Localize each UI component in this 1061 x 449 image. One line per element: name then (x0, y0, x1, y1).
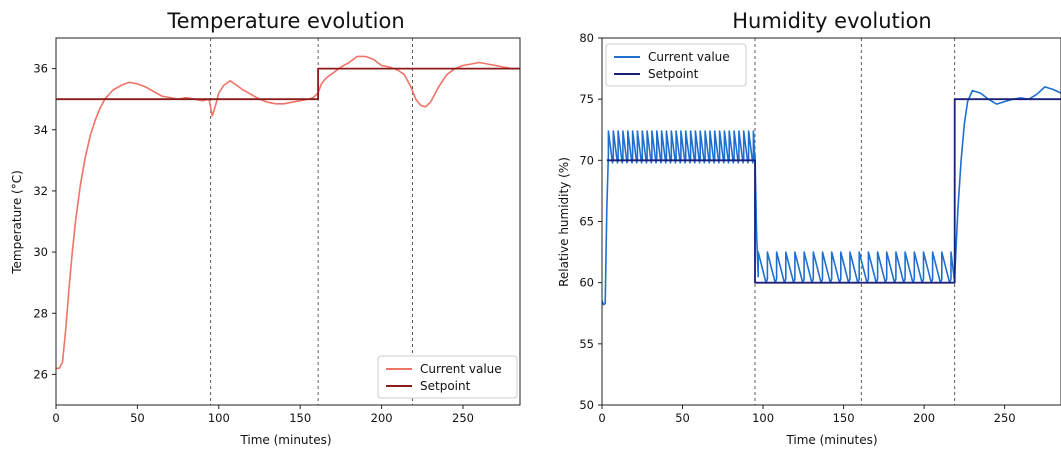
y-tick-label: 36 (33, 62, 48, 76)
y-tick-label: 80 (579, 31, 594, 45)
series-line-setpoint (606, 98, 1061, 284)
y-tick-label: 65 (579, 215, 594, 229)
x-axis-label: Time (minutes) (785, 433, 877, 447)
legend-box (377, 355, 518, 399)
y-axis-label: Temperature (°C) (10, 170, 24, 275)
y-tick-label: 28 (33, 306, 48, 320)
x-tick-label: 100 (208, 411, 230, 425)
legend-box (605, 43, 747, 87)
x-tick-label: 50 (675, 411, 690, 425)
y-tick-label: 60 (579, 276, 594, 290)
y-tick-label: 70 (579, 153, 594, 167)
y-tick-label: 34 (33, 123, 48, 137)
legend: Current value Setpoint (377, 355, 518, 399)
x-tick-label: 250 (452, 411, 474, 425)
y-axis-label: Relative humidity (%) (557, 157, 571, 287)
legend-label-setpoint: Setpoint (648, 67, 699, 81)
chart-title: Temperature evolution (166, 9, 404, 33)
y-tick-label: 30 (33, 245, 48, 259)
temperature-chart: Temperature evolution 0 50 100 150 200 250 26 2… (10, 9, 521, 447)
x-tick-label: 0 (598, 411, 605, 425)
series-line-current-value (56, 55, 520, 370)
y-tick-label: 26 (33, 367, 48, 381)
x-tick-label: 200 (913, 411, 935, 425)
x-axis-label: Time (minutes) (239, 433, 331, 447)
humidity-chart: Humidity evolution 0 50 100 150 200 250 50 55 60… (557, 9, 1061, 447)
humidity-plot-area: 0 50 100 150 200 250 50 55 60 65 70 75 80 (579, 31, 1061, 425)
series-line-current-value (602, 86, 1061, 306)
plot-frame (601, 37, 1061, 406)
series-line-setpoint (56, 67, 520, 101)
chart-title: Humidity evolution (732, 9, 931, 33)
x-tick-label: 150 (833, 411, 855, 425)
legend-label-setpoint: Setpoint (420, 379, 471, 393)
x-tick-label: 50 (130, 411, 145, 425)
plot-frame (55, 37, 521, 406)
x-tick-label: 150 (289, 411, 311, 425)
y-tick-label: 50 (579, 398, 594, 412)
y-tick-label: 55 (579, 337, 594, 351)
x-tick-label: 0 (52, 411, 59, 425)
legend: Current value Setpoint (605, 43, 747, 87)
legend-label-current-value: Current value (648, 50, 730, 64)
temperature-plot-area: 0 50 100 150 200 250 26 28 30 32 34 36 (33, 37, 521, 425)
x-tick-label: 100 (752, 411, 774, 425)
x-tick-label: 250 (994, 411, 1016, 425)
y-tick-label: 32 (33, 184, 48, 198)
x-tick-label: 200 (371, 411, 393, 425)
legend-label-current-value: Current value (420, 362, 502, 376)
y-tick-label: 75 (579, 92, 594, 106)
